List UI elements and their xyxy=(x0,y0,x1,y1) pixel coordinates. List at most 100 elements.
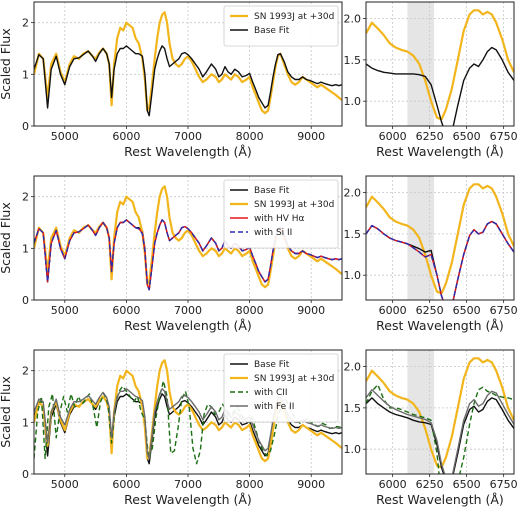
series-group xyxy=(34,11,342,117)
shaded-region xyxy=(407,2,435,126)
y-tick-label: 1.0 xyxy=(344,269,362,282)
x-tick-label: 7000 xyxy=(174,304,202,317)
legend-label: Base Fit xyxy=(254,26,290,36)
legend-box xyxy=(223,5,339,47)
y-tick-label: 2 xyxy=(22,17,29,30)
y-tick-label: 1.5 xyxy=(344,402,362,415)
legend-label: with Si II xyxy=(254,228,292,238)
x-tick-label: 6750 xyxy=(490,130,518,143)
legend-label: SN 1993J at +30d xyxy=(254,12,334,22)
legend-label: with Fe II xyxy=(254,402,294,412)
x-tick-label: 5000 xyxy=(51,304,79,317)
axes-frame xyxy=(33,349,343,475)
series-group xyxy=(366,9,514,126)
panel-row2-right: 6000 6250 6500 6750 1.0 1.5 2.0 Rest Wavelength… xyxy=(344,175,518,333)
series-line-base xyxy=(34,45,342,117)
legend-label: Base Fit xyxy=(254,186,290,196)
x-tick-label: 6000 xyxy=(112,130,140,143)
x-axis-label: Rest Wavelength (Å) xyxy=(376,318,504,333)
legend-box xyxy=(223,353,339,423)
y-axis-label: Scaled Flux xyxy=(0,202,13,274)
y-tick-label: 2 xyxy=(22,365,29,378)
x-tick-label: 6250 xyxy=(416,478,444,491)
panel-row3-right: 6000 6250 6500 6750 1.0 1.5 2.0 Rest Wavelength… xyxy=(344,349,518,507)
x-tick-label: 6750 xyxy=(490,304,518,317)
y-tick-label: 1 xyxy=(22,68,29,81)
y-tick-label: 2.0 xyxy=(344,361,362,374)
axes-frame xyxy=(33,1,343,127)
legend-label: SN 1993J at +30d xyxy=(254,200,334,210)
x-axis-label: Rest Wavelength (Å) xyxy=(376,144,504,159)
x-tick-label: 6000 xyxy=(379,130,407,143)
series-line-hv xyxy=(366,220,514,300)
y-tick-label: 2.0 xyxy=(344,13,362,26)
x-tick-label: 7000 xyxy=(174,478,202,491)
series-line-base xyxy=(366,46,514,126)
legend-label: with CII xyxy=(254,388,288,398)
x-tick-label: 6500 xyxy=(453,478,481,491)
x-tick-label: 5000 xyxy=(51,478,79,491)
panel-row1-right: 6000 6250 6500 6750 1.0 1.5 2.0 Rest Wavelength… xyxy=(344,1,518,159)
x-tick-label: 9000 xyxy=(297,304,325,317)
x-tick-label: 6250 xyxy=(416,304,444,317)
series-group xyxy=(366,183,514,300)
axes-frame xyxy=(365,349,515,475)
series-line-si xyxy=(366,220,514,300)
series-line-base xyxy=(366,397,514,474)
legend: Base Fit SN 1993J at +30d with CII with Fe … xyxy=(223,353,339,423)
y-tick-label: 1.0 xyxy=(344,443,362,456)
x-tick-label: 7000 xyxy=(174,130,202,143)
x-tick-label: 6500 xyxy=(453,130,481,143)
x-tick-label: 6250 xyxy=(416,130,444,143)
series-line-si xyxy=(34,219,342,291)
y-tick-label: 2 xyxy=(22,191,29,204)
x-axis-label: Rest Wavelength (Å) xyxy=(376,492,504,507)
series-line-sn xyxy=(366,9,514,121)
x-tick-label: 6000 xyxy=(112,304,140,317)
series-line-sn xyxy=(366,183,514,295)
shaded-region xyxy=(407,176,435,300)
x-axis-label: Rest Wavelength (Å) xyxy=(124,318,252,333)
x-tick-label: 9000 xyxy=(297,478,325,491)
axes-frame xyxy=(365,175,515,301)
y-tick-label: 1.0 xyxy=(344,95,362,108)
x-tick-label: 8000 xyxy=(236,304,264,317)
x-tick-label: 8000 xyxy=(236,130,264,143)
y-tick-label: 1.5 xyxy=(344,54,362,67)
series-group xyxy=(366,357,514,474)
y-tick-label: 0 xyxy=(22,468,29,481)
y-tick-label: 0 xyxy=(22,294,29,307)
legend-label: with HV Hα xyxy=(254,214,305,224)
shaded-region xyxy=(407,350,435,474)
axes-frame xyxy=(365,1,515,127)
panel-row1-left: 5000 6000 7000 8000 9000 0 1 2 Rest Wavelength (… xyxy=(0,1,343,159)
series-line-base xyxy=(366,220,514,300)
x-tick-label: 6000 xyxy=(379,478,407,491)
legend: SN 1993J at +30d Base Fit xyxy=(223,5,339,47)
x-tick-label: 6000 xyxy=(379,304,407,317)
y-tick-label: 1 xyxy=(22,416,29,429)
legend-label: SN 1993J at +30d xyxy=(254,374,334,384)
x-axis-label: Rest Wavelength (Å) xyxy=(124,492,252,507)
y-axis-label: Scaled Flux xyxy=(0,376,13,448)
axes-frame xyxy=(33,175,343,301)
panel-row2-left: 5000 6000 7000 8000 9000 0 1 2 Rest Wavelength (… xyxy=(0,175,343,333)
y-tick-label: 0 xyxy=(22,120,29,133)
y-tick-label: 1 xyxy=(22,242,29,255)
y-tick-label: 1.5 xyxy=(344,228,362,241)
y-axis-label: Scaled Flux xyxy=(0,28,13,100)
legend: Base Fit SN 1993J at +30d with HV Hα with S… xyxy=(223,179,339,249)
x-tick-label: 6500 xyxy=(453,304,481,317)
x-tick-label: 6750 xyxy=(490,478,518,491)
x-tick-label: 8000 xyxy=(236,478,264,491)
legend-label: Base Fit xyxy=(254,360,290,370)
y-tick-label: 2.0 xyxy=(344,187,362,200)
series-line-fe xyxy=(366,389,514,474)
x-tick-label: 5000 xyxy=(51,130,79,143)
x-axis-label: Rest Wavelength (Å) xyxy=(124,144,252,159)
panel-row3-left: 5000 6000 7000 8000 9000 0 1 2 Rest Wavelength (… xyxy=(0,349,343,507)
series-line-sn xyxy=(366,357,514,469)
legend-box xyxy=(223,179,339,249)
x-tick-label: 9000 xyxy=(297,130,325,143)
